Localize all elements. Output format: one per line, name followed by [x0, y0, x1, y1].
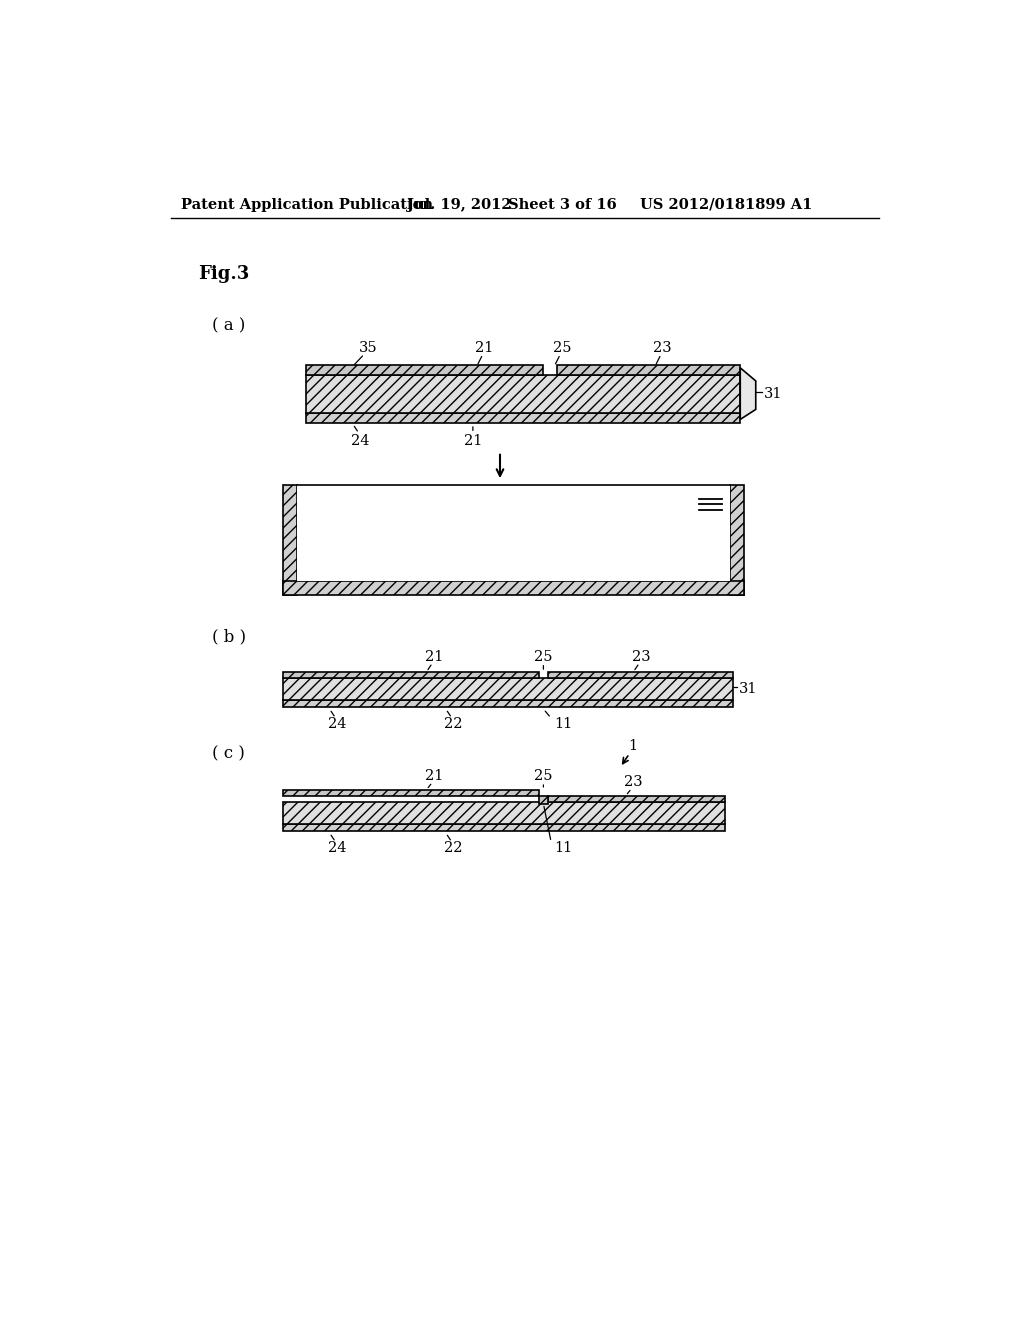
- Text: ( a ): ( a ): [212, 318, 245, 335]
- Bar: [283, 824, 725, 832]
- Text: 24: 24: [328, 717, 346, 731]
- Bar: [297, 484, 730, 581]
- Text: 35: 35: [359, 341, 378, 355]
- Bar: [283, 678, 732, 700]
- Text: 25: 25: [553, 341, 571, 355]
- Bar: [283, 672, 539, 678]
- Bar: [548, 672, 732, 678]
- Text: ( c ): ( c ): [212, 744, 245, 762]
- Text: 31: 31: [738, 682, 757, 696]
- Text: 25: 25: [535, 649, 553, 664]
- Bar: [730, 484, 744, 595]
- Bar: [283, 803, 725, 824]
- Text: 23: 23: [653, 341, 672, 355]
- Text: 24: 24: [351, 434, 370, 447]
- Bar: [283, 484, 297, 595]
- Text: 21: 21: [425, 649, 443, 664]
- Bar: [539, 796, 548, 804]
- Text: 21: 21: [464, 434, 482, 447]
- Text: 1: 1: [628, 739, 637, 752]
- Text: 11: 11: [554, 717, 572, 731]
- Bar: [306, 413, 740, 422]
- Bar: [557, 364, 740, 375]
- Bar: [283, 789, 539, 796]
- Bar: [548, 796, 725, 803]
- Text: ( b ): ( b ): [212, 628, 246, 645]
- Text: 23: 23: [624, 775, 643, 789]
- Text: 22: 22: [444, 717, 463, 731]
- Polygon shape: [740, 368, 756, 420]
- Text: 23: 23: [632, 649, 650, 664]
- Text: 21: 21: [425, 770, 443, 783]
- Text: 11: 11: [554, 841, 572, 855]
- Text: 31: 31: [764, 387, 782, 401]
- Text: US 2012/0181899 A1: US 2012/0181899 A1: [640, 198, 812, 211]
- Text: Sheet 3 of 16: Sheet 3 of 16: [508, 198, 616, 211]
- Text: 25: 25: [535, 770, 553, 783]
- Text: Fig.3: Fig.3: [198, 265, 249, 282]
- Text: Patent Application Publication: Patent Application Publication: [180, 198, 433, 211]
- Bar: [283, 581, 744, 595]
- Bar: [306, 364, 543, 375]
- Bar: [283, 700, 732, 708]
- Text: 24: 24: [328, 841, 346, 855]
- Text: Jul. 19, 2012: Jul. 19, 2012: [407, 198, 512, 211]
- Text: 21: 21: [475, 341, 494, 355]
- Bar: [306, 375, 740, 413]
- Text: 22: 22: [444, 841, 463, 855]
